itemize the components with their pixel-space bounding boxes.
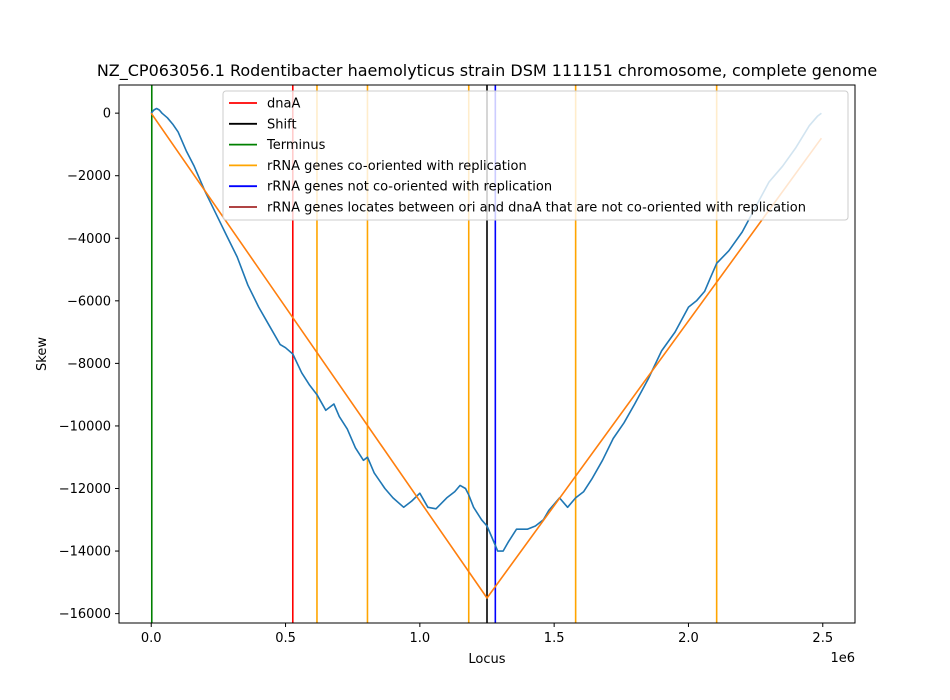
legend-label: rRNA genes locates between ori and dnaA …	[267, 201, 806, 216]
legend-label: Shift	[267, 117, 297, 132]
legend-label: rRNA genes co-oriented with replication	[267, 159, 527, 174]
y-axis: 0 −2000 −4000 −6000 −8000 −10000 −12000 −14000 −…	[59, 107, 119, 622]
x-tick-label: 1.5	[544, 631, 565, 646]
y-tick-label: −14000	[59, 545, 111, 560]
legend-label: Terminus	[266, 138, 326, 153]
x-tick-label: 0.5	[275, 631, 296, 646]
x-tick-label: 1.0	[410, 631, 431, 646]
y-tick-label: −2000	[67, 169, 111, 184]
series-line-0	[150, 107, 822, 552]
x-tick-label: 0.0	[141, 631, 162, 646]
y-tick-label: −8000	[67, 357, 111, 372]
series-lines	[150, 107, 823, 599]
x-tick-label: 2.0	[678, 631, 699, 646]
x-tick-label: 2.5	[812, 631, 833, 646]
y-tick-label: −4000	[67, 232, 111, 247]
chart-title: NZ_CP063056.1 Rodentibacter haemolyticus…	[97, 61, 877, 81]
legend-label: dnaA	[267, 97, 300, 112]
series-line-1	[150, 112, 823, 599]
legend-box	[222, 90, 849, 221]
y-tick-label: −12000	[59, 482, 111, 497]
y-tick-label: 0	[103, 107, 111, 122]
y-tick-label: −16000	[59, 607, 111, 622]
y-tick-label: −10000	[59, 419, 111, 434]
y-axis-label: Skew	[35, 337, 50, 371]
x-axis: 0.0 0.5 1.0 1.5 2.0 2.5	[141, 623, 833, 646]
x-axis-label: Locus	[468, 652, 505, 667]
legend: dnaA Shift Terminus rRNA genes co-oriented …	[222, 90, 849, 221]
x-axis-offset-label: 1e6	[830, 651, 855, 666]
plot-frame	[118, 84, 856, 624]
y-tick-label: −6000	[67, 294, 111, 309]
legend-label: rRNA genes not co-oriented with replicat…	[267, 180, 552, 195]
